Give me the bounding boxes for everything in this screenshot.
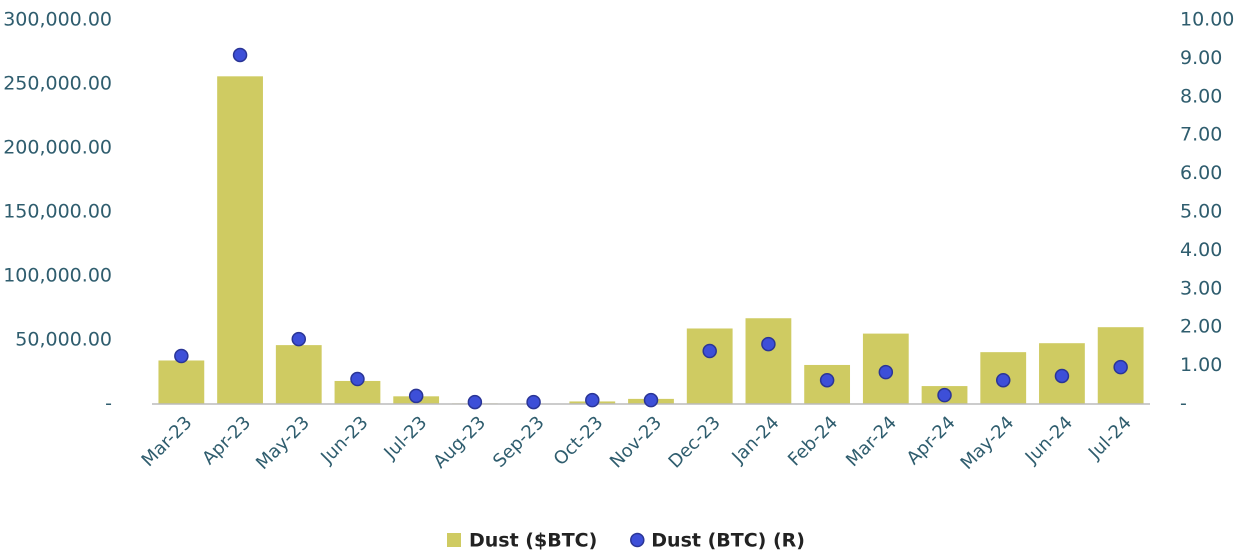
dot (819, 372, 835, 388)
y2-tick-label: 7.00 (1180, 124, 1222, 146)
y-tick-label: - (105, 393, 112, 415)
dot (761, 336, 776, 352)
bar (686, 328, 733, 404)
x-tick-label: Mar-23 (138, 412, 197, 471)
x-tick-label: Mar-24 (842, 412, 901, 471)
bar (217, 76, 263, 404)
dot (585, 392, 600, 408)
y2-tick-label: 6.00 (1180, 162, 1222, 184)
x-tick-label: Jun-23 (316, 412, 372, 468)
y2-tick-label: - (1180, 393, 1187, 415)
bar (275, 345, 322, 404)
legend-marker (447, 533, 461, 547)
dot (995, 372, 1011, 388)
legend-marker (630, 532, 645, 548)
x-tick-label: Jul-24 (1084, 412, 1136, 464)
x-tick-label: Nov-23 (606, 412, 666, 472)
y-tick-label: 150,000.00 (3, 201, 112, 223)
x-tick-label: Aug-23 (429, 412, 489, 472)
y-tick-label: 200,000.00 (3, 137, 112, 159)
x-tick-label: Jun-24 (1021, 412, 1077, 468)
y-tick-label: 100,000.00 (3, 265, 112, 287)
y2-tick-label: 3.00 (1180, 277, 1222, 299)
dot (350, 371, 365, 387)
dot (702, 343, 717, 359)
y2-tick-label: 10.00 (1180, 9, 1234, 31)
dot (291, 331, 307, 347)
dot (467, 394, 483, 410)
x-tick-label: Oct-23 (550, 412, 608, 470)
dot (232, 47, 248, 63)
dot (937, 387, 952, 403)
x-tick-label: Dec-23 (665, 412, 725, 472)
x-tick-label: Apr-24 (903, 412, 960, 469)
dot (1054, 368, 1070, 384)
x-tick-label: Sep-23 (489, 412, 549, 472)
dot (1113, 359, 1128, 375)
bar (745, 318, 792, 404)
dot (174, 348, 189, 364)
x-tick-label: May-24 (957, 412, 1019, 474)
y-tick-label: 300,000.00 (3, 9, 112, 31)
legend-label: Dust (BTC) (R) (651, 530, 805, 552)
bar (158, 360, 205, 404)
y2-tick-label: 9.00 (1180, 47, 1222, 69)
legend-label: Dust ($BTC) (469, 530, 597, 552)
x-tick-label: Apr-23 (198, 412, 255, 469)
dot (878, 364, 894, 380)
y2-tick-label: 1.00 (1180, 354, 1222, 376)
y2-tick-label: 5.00 (1180, 201, 1222, 223)
bar (334, 380, 381, 404)
dot (643, 392, 659, 408)
x-tick-label: Jul-23 (380, 412, 432, 464)
y2-tick-label: 8.00 (1180, 85, 1222, 107)
y-tick-label: 250,000.00 (3, 73, 112, 95)
x-tick-label: May-23 (252, 412, 314, 474)
y-tick-label: 50,000.00 (15, 329, 112, 351)
dot (526, 394, 541, 410)
y2-tick-label: 2.00 (1180, 316, 1222, 338)
x-tick-label: Feb-24 (784, 412, 842, 470)
y2-tick-label: 4.00 (1180, 239, 1222, 261)
x-tick-label: Jan-24 (728, 412, 784, 468)
dot (408, 388, 424, 404)
